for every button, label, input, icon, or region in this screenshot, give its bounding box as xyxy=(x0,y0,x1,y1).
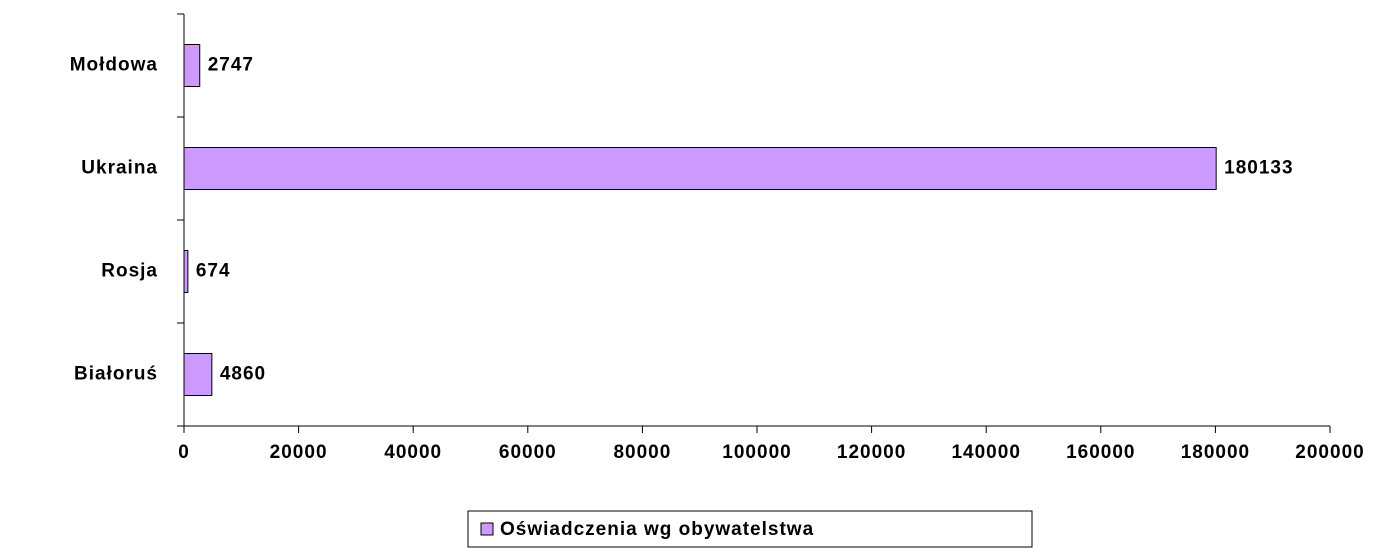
x-tick-label: 140000 xyxy=(951,442,1020,463)
x-tick-label: 180000 xyxy=(1181,442,1250,463)
data-label: 180133 xyxy=(1224,158,1293,179)
x-tick-label: 160000 xyxy=(1066,442,1135,463)
bar xyxy=(183,44,201,87)
legend-label: Oświadczenia wg obywatelstwa xyxy=(500,519,814,540)
data-label: 674 xyxy=(196,261,231,282)
x-tick-label: 40000 xyxy=(384,442,442,463)
x-tick-label: 100000 xyxy=(722,442,791,463)
y-tick-label: Rosja xyxy=(101,261,158,282)
x-tick-label: 0 xyxy=(178,442,190,463)
legend-box xyxy=(467,510,1033,548)
data-label: 2747 xyxy=(208,55,254,76)
data-label: 4860 xyxy=(220,364,266,385)
y-tick-label: Ukraina xyxy=(81,158,158,179)
y-tick-label: Mołdowa xyxy=(70,55,158,76)
x-tick-label: 120000 xyxy=(837,442,906,463)
bar xyxy=(183,147,1217,190)
y-tick-label: Białoruś xyxy=(74,364,158,385)
x-tick-label: 20000 xyxy=(270,442,328,463)
legend-swatch xyxy=(480,522,494,536)
bar xyxy=(183,353,213,396)
x-tick-label: 60000 xyxy=(499,442,557,463)
legend xyxy=(467,510,1033,548)
bar xyxy=(183,250,189,293)
x-tick-label: 80000 xyxy=(613,442,671,463)
x-tick-label: 200000 xyxy=(1295,442,1364,463)
